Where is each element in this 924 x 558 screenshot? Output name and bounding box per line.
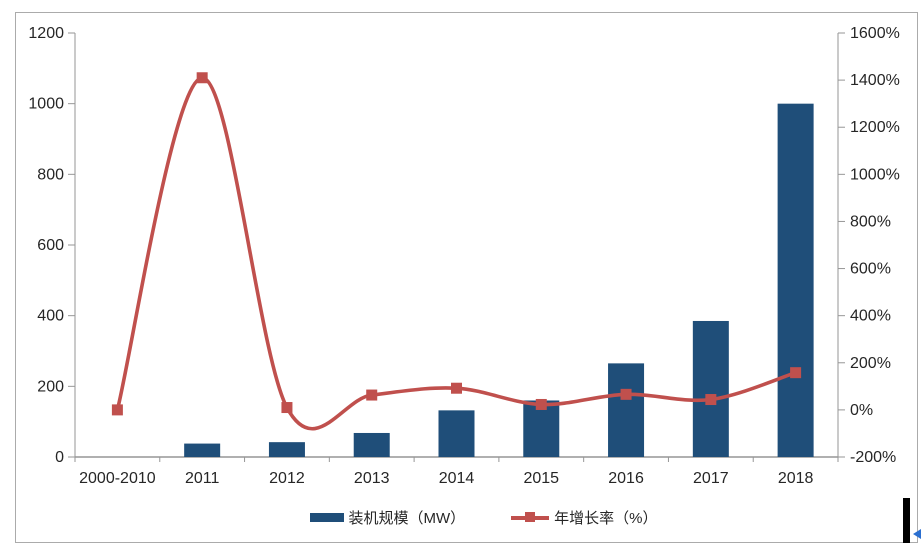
bar-2011 bbox=[184, 443, 221, 457]
right-axis-tick-label: -200% bbox=[850, 449, 896, 466]
bar-swatch-icon bbox=[309, 513, 344, 522]
x-axis-category-label: 2016 bbox=[608, 470, 644, 487]
marker-2011 bbox=[196, 72, 208, 84]
line-swatch-marker bbox=[525, 512, 536, 522]
right-axis-tick-label: 0% bbox=[850, 402, 873, 419]
screenshot-artifact-black-bar bbox=[903, 498, 910, 543]
legend-item-installed-capacity: 装机规模（MW） bbox=[309, 507, 466, 528]
x-axis-category-label: 2013 bbox=[354, 470, 390, 487]
x-axis-category-label: 2015 bbox=[523, 470, 559, 487]
chart-legend: 装机规模（MW） 年增长率（%） bbox=[15, 507, 918, 528]
left-axis-tick-label: 800 bbox=[37, 166, 64, 183]
marker-2017 bbox=[705, 394, 717, 406]
left-axis-tick-label: 200 bbox=[37, 378, 64, 395]
right-axis-tick-label: 200% bbox=[850, 355, 891, 372]
right-axis-tick-label: 1200% bbox=[850, 119, 900, 136]
right-axis-tick-label: 400% bbox=[850, 308, 891, 325]
legend-item-growth-rate: 年增长率（%） bbox=[511, 507, 658, 528]
marker-2018 bbox=[790, 367, 802, 379]
bar-2018 bbox=[777, 103, 814, 458]
legend-label-installed-capacity: 装机规模（MW） bbox=[348, 510, 466, 527]
right-axis-tick-label: 800% bbox=[850, 213, 891, 230]
right-axis-tick-label: 1000% bbox=[850, 166, 900, 183]
marker-2013 bbox=[366, 389, 378, 401]
x-axis-category-label: 2017 bbox=[693, 470, 729, 487]
x-axis-category-label: 2011 bbox=[185, 470, 220, 487]
left-axis-tick-label: 1000 bbox=[28, 96, 64, 113]
right-axis-tick-label: 1400% bbox=[850, 72, 900, 89]
left-axis-tick-label: 600 bbox=[37, 237, 64, 254]
legend-label-growth-rate: 年增长率（%） bbox=[554, 510, 658, 527]
right-axis-tick-label: 1600% bbox=[850, 25, 900, 42]
marker-2012 bbox=[281, 402, 293, 414]
marker-2000-2010 bbox=[111, 404, 123, 416]
bar-2012 bbox=[268, 442, 305, 457]
marker-2015 bbox=[535, 398, 547, 410]
left-axis-tick-label: 400 bbox=[37, 308, 64, 325]
right-axis-tick-label: 600% bbox=[850, 261, 891, 278]
bar-2017 bbox=[692, 320, 729, 457]
bar-2013 bbox=[353, 432, 390, 457]
cursor-arrow-icon bbox=[913, 529, 921, 539]
x-axis-category-label: 2000-2010 bbox=[79, 470, 156, 487]
left-axis-tick-label: 1200 bbox=[28, 25, 64, 42]
bar-2016 bbox=[608, 363, 645, 457]
x-axis-category-label: 2012 bbox=[269, 470, 305, 487]
x-axis-category-label: 2018 bbox=[778, 470, 814, 487]
marker-2014 bbox=[451, 382, 462, 394]
bar-2014 bbox=[438, 410, 475, 457]
x-axis-category-label: 2014 bbox=[439, 470, 475, 487]
left-axis-tick-label: 0 bbox=[55, 449, 64, 466]
marker-2016 bbox=[620, 388, 632, 400]
line-marker-swatch-icon bbox=[511, 512, 550, 523]
